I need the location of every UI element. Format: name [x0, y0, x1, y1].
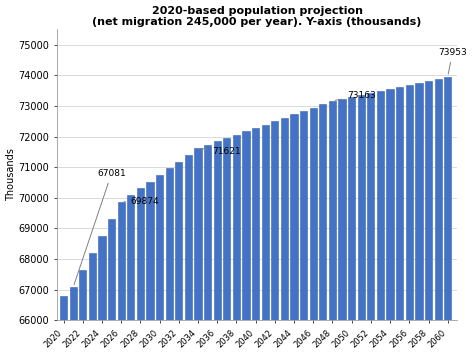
Bar	[194, 148, 201, 355]
Bar	[89, 253, 96, 355]
Y-axis label: Thousands: Thousands	[6, 148, 16, 201]
Bar	[435, 79, 442, 355]
Bar	[348, 97, 356, 355]
Bar	[329, 101, 336, 355]
Bar	[300, 111, 307, 355]
Bar	[310, 108, 317, 355]
Text: 71621: 71621	[201, 147, 241, 157]
Bar	[444, 77, 451, 355]
Bar	[252, 128, 259, 355]
Bar	[386, 89, 394, 355]
Bar	[425, 81, 432, 355]
Text: 73953: 73953	[438, 48, 467, 74]
Bar	[146, 182, 154, 355]
Bar	[406, 85, 413, 355]
Bar	[377, 91, 384, 355]
Bar	[70, 287, 77, 355]
Bar	[396, 87, 403, 355]
Bar	[79, 270, 86, 355]
Bar	[204, 145, 211, 355]
Text: 73163: 73163	[335, 91, 375, 100]
Text: 67081: 67081	[74, 169, 126, 285]
Text: 69874: 69874	[124, 197, 159, 206]
Bar	[214, 141, 221, 355]
Bar	[319, 104, 327, 355]
Bar	[242, 131, 250, 355]
Bar	[108, 219, 115, 355]
Title: 2020-based population projection
(net migration 245,000 per year). Y-axis (thous: 2020-based population projection (net mi…	[92, 6, 422, 27]
Bar	[165, 168, 173, 355]
Bar	[271, 121, 278, 355]
Bar	[338, 99, 346, 355]
Bar	[156, 175, 163, 355]
Bar	[291, 114, 298, 355]
Bar	[367, 93, 374, 355]
Bar	[60, 296, 67, 355]
Bar	[281, 118, 288, 355]
Bar	[358, 95, 365, 355]
Bar	[223, 138, 230, 355]
Bar	[233, 135, 240, 355]
Bar	[415, 83, 422, 355]
Bar	[137, 189, 144, 355]
Bar	[99, 236, 106, 355]
Bar	[185, 155, 192, 355]
Bar	[127, 195, 135, 355]
Bar	[118, 202, 125, 355]
Bar	[262, 125, 269, 355]
Bar	[175, 162, 182, 355]
